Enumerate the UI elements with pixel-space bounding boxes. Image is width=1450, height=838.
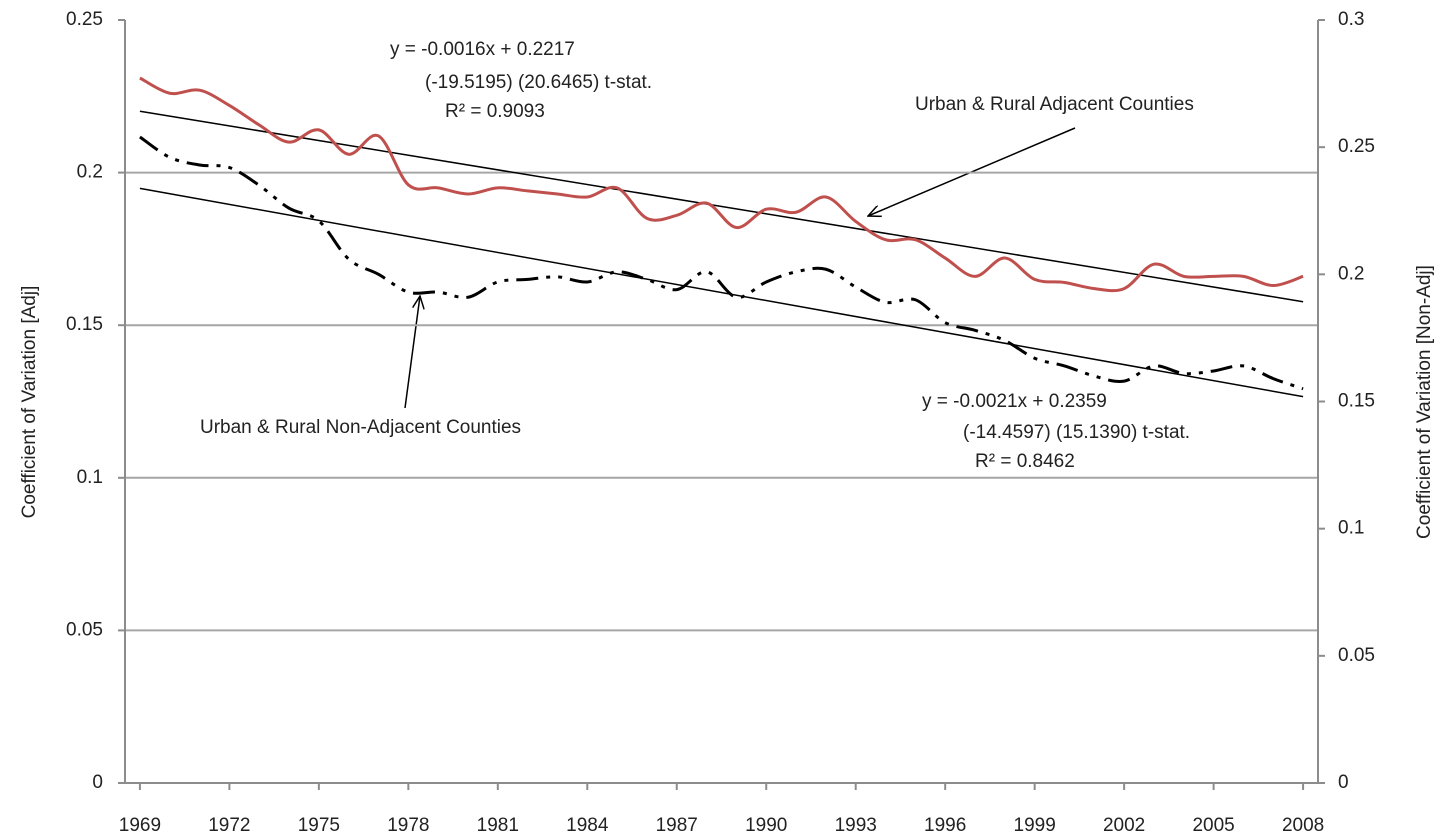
trend-annotation: (-19.5195) (20.6465) t-stat. <box>425 72 652 93</box>
x-tick-label: 1987 <box>656 815 698 836</box>
y-axis-title: Coefficient of Variation [Adj] <box>19 286 40 519</box>
y2-tick-label: 0.25 <box>1338 136 1375 157</box>
x-tick-label: 1972 <box>208 815 250 836</box>
y2-tick-label: 0.1 <box>1338 518 1364 539</box>
y2-tick-label: 0.05 <box>1338 645 1375 666</box>
y2-tick-label: 0.3 <box>1338 9 1364 30</box>
y-tick-label: 0.05 <box>66 619 103 640</box>
x-tick-label: 1990 <box>745 815 787 836</box>
x-tick-label: 2008 <box>1282 815 1324 836</box>
x-tick-label: 1978 <box>387 815 429 836</box>
trendline <box>139 187 1304 398</box>
series-line <box>139 76 1304 293</box>
series-line <box>139 135 1304 391</box>
x-tick-label: 1999 <box>1014 815 1056 836</box>
trendline <box>139 110 1304 303</box>
trend-annotation: (-14.4597) (15.1390) t-stat. <box>963 422 1190 443</box>
annotation-arrow <box>404 296 420 409</box>
series-label: Urban & Rural Non-Adjacent Counties <box>200 417 521 438</box>
y2-tick-label: 0 <box>1338 772 1349 793</box>
y2-tick-label: 0.2 <box>1338 263 1364 284</box>
trend-annotation: R² = 0.8462 <box>975 451 1075 472</box>
x-tick-label: 2002 <box>1103 815 1145 836</box>
x-tick-label: 1993 <box>835 815 877 836</box>
y2-tick-label: 0.15 <box>1338 391 1375 412</box>
x-tick-label: 1984 <box>566 815 609 836</box>
y-tick-label: 0.2 <box>77 162 103 183</box>
x-tick-label: 1996 <box>924 815 966 836</box>
trend-annotation: y = -0.0016x + 0.2217 <box>390 39 575 60</box>
y-tick-label: 0.1 <box>77 467 103 488</box>
y2-axis-title: Coefficient of Variation [Non-Adj] <box>1414 265 1435 539</box>
y-tick-label: 0 <box>92 772 103 793</box>
y-tick-label: 0.25 <box>66 9 103 30</box>
series-label: Urban & Rural Adjacent Counties <box>915 94 1194 115</box>
x-tick-label: 2005 <box>1192 815 1234 836</box>
trend-annotation: y = -0.0021x + 0.2359 <box>922 391 1107 412</box>
x-tick-label: 1969 <box>119 815 161 836</box>
y-tick-label: 0.15 <box>66 314 103 335</box>
trend-annotation: R² = 0.9093 <box>445 101 545 122</box>
x-tick-label: 1975 <box>298 815 340 836</box>
x-tick-label: 1981 <box>477 815 519 836</box>
